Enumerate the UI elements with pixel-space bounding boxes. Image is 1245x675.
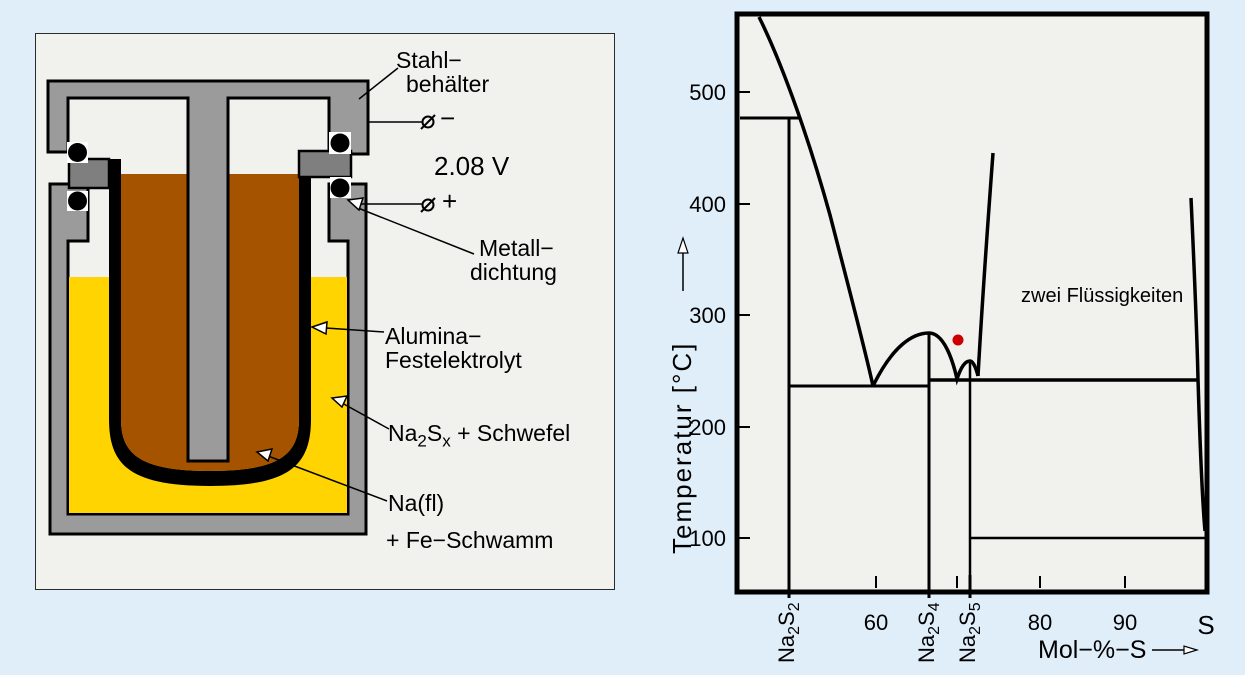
o-ring-seal — [68, 191, 87, 211]
alumina-tube — [109, 151, 311, 486]
na2s2-base1: Na — [774, 634, 799, 663]
metal-seal-block-left — [67, 157, 111, 190]
o-ring-seal — [330, 178, 350, 198]
label-fe-schwamm: + Fe−Schwamm — [386, 527, 554, 553]
x-tick-label: 80 — [1028, 610, 1052, 635]
label-alumina-line1: Alumina− — [385, 323, 482, 349]
curve-liquidus-left — [757, 16, 875, 387]
region-label-two-liquids: zwei Flüssigkeiten — [1021, 285, 1183, 307]
na2s5-base2: S — [955, 611, 980, 626]
x-axis-arrow-icon — [1183, 645, 1200, 655]
pointer-stahlbehaelter — [358, 67, 399, 100]
plus-terminal-slash — [420, 197, 436, 213]
phase-diagram: 500 400 300 200 100 Temperatur [°C] 60 8… — [667, 11, 1215, 664]
x-axis-title: Mol−%−S — [1038, 636, 1146, 664]
compound-label-na2s5: Na2S5 — [955, 602, 984, 663]
x-tick-label: 60 — [864, 610, 888, 635]
na2sx-sub2: x — [442, 431, 451, 451]
na2s2-base2: S — [774, 611, 799, 626]
label-stahlbehaelter-line2: behälter — [406, 71, 490, 97]
y-axis-title: Temperatur [°C] — [667, 342, 697, 554]
operating-point-marker — [952, 334, 964, 346]
y-tick-label: 200 — [689, 415, 726, 440]
compound-label-na2s4: Na2S4 — [914, 602, 943, 663]
x-end-label-sulfur: S — [1197, 610, 1214, 640]
label-plus: + — [442, 186, 458, 216]
na2s4-sub1: 2 — [926, 626, 943, 635]
arrowhead-na2sx — [330, 395, 349, 409]
na2s2-sub2: 2 — [786, 602, 803, 611]
na2s5-base1: Na — [955, 634, 980, 663]
na2s4-base1: Na — [914, 634, 939, 663]
pointer-alumina — [325, 327, 385, 333]
na2s2-sub1: 2 — [786, 626, 803, 635]
na2sx-sub1: 2 — [417, 431, 427, 451]
arrowhead-alumina — [310, 320, 328, 336]
pointer-metalldichtung — [357, 207, 475, 255]
pointer-na2sx — [341, 402, 390, 430]
metal-seal-block-right — [297, 149, 353, 179]
cell-diagram-panel: Stahl− behälter − 2.08 V + Metall− dicht… — [35, 33, 615, 590]
arrowhead-nafl — [255, 448, 274, 463]
na2sx-rest: + Schwefel — [450, 420, 571, 446]
na2s5-sub1: 2 — [967, 626, 984, 635]
minus-terminal-slash — [420, 114, 436, 130]
label-alumina-line2: Festelektrolyt — [385, 347, 522, 373]
o-ring-seal — [330, 133, 350, 153]
na2s4-sub2: 4 — [926, 602, 943, 611]
y-tick-label: 100 — [689, 526, 726, 551]
curve-miscibility-left — [976, 152, 995, 377]
label-nafl: Na(fl) — [388, 490, 445, 516]
plot-frame — [734, 11, 1210, 595]
curve-miscibility-right — [1189, 197, 1207, 532]
label-voltage: 2.08 V — [434, 151, 510, 181]
y-tick-label: 500 — [689, 80, 726, 105]
label-metalldichtung-line2: dichtung — [470, 259, 557, 285]
label-minus: − — [440, 103, 456, 133]
label-metalldichtung-line1: Metall− — [479, 235, 554, 261]
x-tick-label: 90 — [1113, 610, 1137, 635]
y-axis-arrow-icon — [677, 236, 689, 254]
na2sx-base2: S — [426, 420, 443, 446]
label-na2sx-schwefel: Na2Sx + Schwefel — [388, 420, 571, 450]
cell-cross-section — [46, 67, 475, 536]
y-tick-label: 300 — [689, 303, 726, 328]
arrowhead-metalldichtung — [346, 197, 365, 212]
na2s4-base2: S — [914, 611, 939, 626]
na2sx-base1: Na — [388, 420, 418, 446]
na2s5-sub2: 5 — [967, 602, 984, 611]
o-ring-seal — [68, 143, 87, 162]
label-stahlbehaelter-line1: Stahl− — [396, 47, 462, 73]
compound-label-na2s2: Na2S2 — [774, 602, 803, 663]
y-tick-label: 400 — [689, 192, 726, 217]
pointer-nafl — [267, 455, 388, 502]
steel-vessel — [48, 182, 368, 536]
